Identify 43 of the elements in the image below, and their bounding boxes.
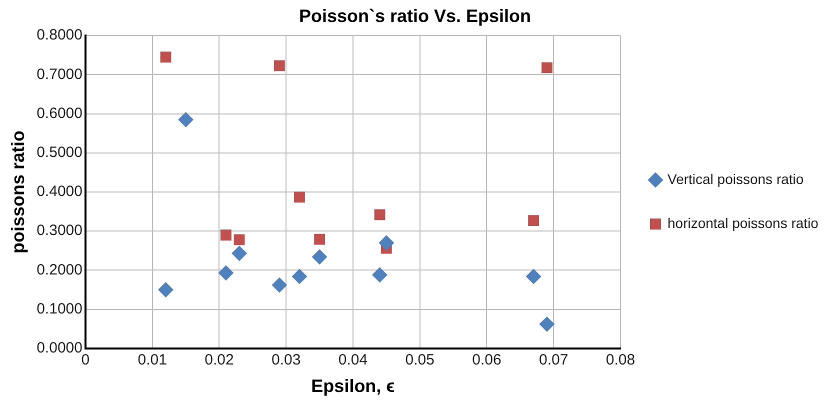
y-tick-label: 0.5000 (36, 144, 82, 162)
legend-label: Vertical poissons ratio (668, 170, 804, 187)
y-tick-label: 0.1000 (36, 300, 82, 318)
point (160, 52, 172, 63)
point (218, 265, 234, 280)
point (274, 60, 285, 72)
x-tick-label: 0.08 (606, 352, 636, 369)
chart-title: Poisson`s ratio Vs. Epsilon (298, 6, 532, 26)
point (178, 112, 194, 128)
y-axis-title: poissons ratio (8, 130, 28, 254)
y-tick-label: 0.2000 (36, 261, 82, 278)
point (272, 278, 287, 293)
x-tick-label: 0.03 (272, 352, 301, 369)
point (158, 282, 174, 298)
point (314, 234, 325, 245)
x-tick-label: 0.04 (338, 352, 368, 369)
x-tick-label: 0 (81, 352, 90, 369)
point (292, 268, 307, 284)
point (232, 246, 247, 261)
legend-label: horizontal poissons ratio (668, 214, 819, 231)
y-tick-label: 0.0000 (36, 340, 82, 357)
point (378, 235, 394, 250)
y-tick-label: 0.4000 (36, 183, 82, 200)
point (539, 316, 554, 332)
x-tick-label: 0.07 (539, 352, 568, 369)
point (374, 209, 386, 220)
point (294, 192, 305, 203)
x-tick-label: 0.02 (204, 352, 234, 369)
y-tick-label: 0.6000 (36, 104, 82, 122)
point (528, 215, 540, 226)
x-axis-title: Epsilon, ϵ (311, 376, 395, 396)
x-tick-label: 0.06 (472, 352, 502, 369)
y-tick-label: 0.8000 (36, 26, 82, 44)
point (541, 62, 552, 74)
point (372, 267, 388, 282)
point (220, 230, 232, 240)
y-tick-label: 0.3000 (36, 222, 82, 240)
x-tick-label: 0.01 (138, 352, 167, 369)
point (312, 249, 328, 264)
x-tick-label: 0.05 (405, 352, 434, 369)
point (234, 234, 245, 246)
point (526, 268, 542, 284)
y-tick-label: 0.7000 (36, 66, 82, 83)
